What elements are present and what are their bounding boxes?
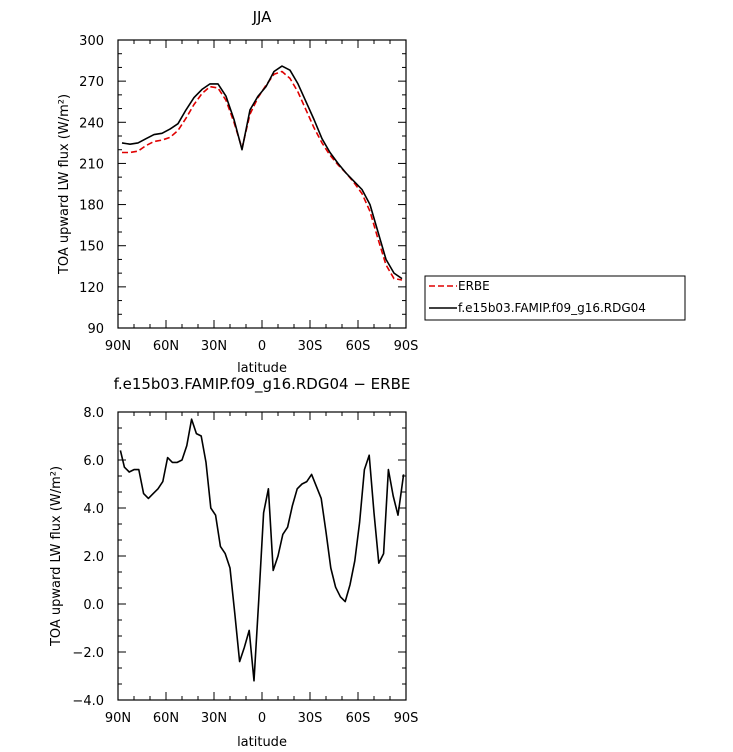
legend-label-erbe: ERBE bbox=[458, 279, 490, 293]
bottom-y-tick-label: 8.0 bbox=[83, 406, 104, 421]
bottom-x-tick-label: 90N bbox=[105, 711, 131, 726]
top-series-line-1 bbox=[121, 65, 403, 280]
bottom-chart-lines bbox=[119, 418, 405, 682]
bottom-chart-panel: f.e15b03.FAMIP.f09_g16.RDG04 − ERBE 90N 6… bbox=[49, 375, 418, 750]
bottom-x-axis-label: latitude bbox=[237, 735, 287, 750]
bottom-y-axis-label: TOA upward LW flux (W/m²) bbox=[49, 466, 64, 647]
legend-label-model: f.e15b03.FAMIP.f09_g16.RDG04 bbox=[458, 301, 646, 315]
top-y-tick-label: 180 bbox=[79, 199, 104, 214]
top-x-tick-label: 60S bbox=[346, 339, 371, 354]
top-x-tick-label: 60N bbox=[153, 339, 179, 354]
top-y-tick-label: 150 bbox=[79, 240, 104, 255]
bottom-x-tick-label: 60S bbox=[346, 711, 371, 726]
bottom-y-tick-label: −4.0 bbox=[72, 694, 104, 709]
top-y-tick-label: 300 bbox=[79, 34, 104, 49]
bottom-x-ticks: 90N 60N 30N 0 30S 60S 90S bbox=[105, 412, 419, 726]
top-y-tick-label: 270 bbox=[79, 75, 104, 90]
top-chart-title: JJA bbox=[252, 8, 273, 26]
top-x-tick-label: 30N bbox=[201, 339, 227, 354]
bottom-x-tick-label: 90S bbox=[394, 711, 419, 726]
top-y-tick-label: 120 bbox=[79, 281, 104, 296]
top-x-ticks: 90N 60N 30N 0 30S 60S 90S bbox=[105, 40, 419, 354]
top-y-axis-label: TOA upward LW flux (W/m²) bbox=[57, 94, 72, 275]
bottom-x-tick-label: 60N bbox=[153, 711, 179, 726]
top-x-axis-label: latitude bbox=[237, 361, 287, 376]
bottom-y-ticks: 8.0 6.0 4.0 2.0 0.0 −2.0 −4.0 bbox=[72, 406, 406, 709]
bottom-series-line-0 bbox=[119, 418, 405, 682]
top-chart-panel: JJA 90N 60N 30N 0 30S 60S 90S 300 270 240 210 180 1… bbox=[57, 8, 418, 376]
bottom-x-tick-label: 30N bbox=[201, 711, 227, 726]
bottom-y-tick-label: −2.0 bbox=[72, 646, 104, 661]
top-y-ticks: 300 270 240 210 180 150 120 90 bbox=[79, 34, 406, 337]
legend: ERBE f.e15b03.FAMIP.f09_g16.RDG04 bbox=[424, 275, 686, 321]
top-x-tick-label: 0 bbox=[258, 339, 266, 354]
top-y-tick-label: 240 bbox=[79, 116, 104, 131]
top-x-tick-label: 30S bbox=[298, 339, 323, 354]
top-x-tick-label: 90S bbox=[394, 339, 419, 354]
top-series-line-0 bbox=[122, 70, 403, 281]
top-y-tick-label: 210 bbox=[79, 157, 104, 172]
bottom-y-tick-label: 6.0 bbox=[83, 454, 104, 469]
bottom-y-tick-label: 4.0 bbox=[83, 502, 104, 517]
top-plot-frame bbox=[117, 39, 407, 329]
top-x-tick-label: 90N bbox=[105, 339, 131, 354]
bottom-x-tick-label: 30S bbox=[298, 711, 323, 726]
legend-box bbox=[424, 275, 686, 321]
bottom-x-tick-label: 0 bbox=[258, 711, 266, 726]
top-y-tick-label: 90 bbox=[87, 322, 104, 337]
bottom-y-tick-label: 0.0 bbox=[83, 598, 104, 613]
bottom-y-tick-label: 2.0 bbox=[83, 550, 104, 565]
bottom-chart-title: f.e15b03.FAMIP.f09_g16.RDG04 − ERBE bbox=[114, 375, 411, 394]
top-chart-lines bbox=[121, 65, 403, 281]
